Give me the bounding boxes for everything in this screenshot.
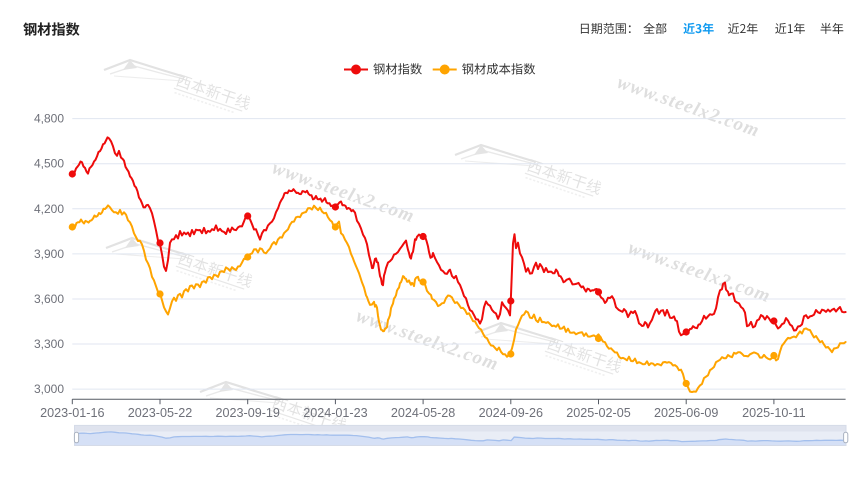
svg-text:4,800: 4,800: [34, 112, 64, 126]
svg-text:2024-05-28: 2024-05-28: [391, 406, 455, 420]
svg-text:2025-06-09: 2025-06-09: [654, 406, 718, 420]
svg-text:2024-01-23: 2024-01-23: [303, 406, 367, 420]
svg-text:2024-09-26: 2024-09-26: [479, 406, 543, 420]
svg-text:3,900: 3,900: [34, 247, 64, 261]
svg-text:2023-05-22: 2023-05-22: [128, 406, 192, 420]
svg-text:2023-09-19: 2023-09-19: [215, 406, 279, 420]
svg-text:2025-02-05: 2025-02-05: [566, 406, 630, 420]
svg-text:2025-10-11: 2025-10-11: [742, 406, 806, 420]
svg-text:4,200: 4,200: [34, 202, 64, 216]
svg-text:3,300: 3,300: [34, 337, 64, 351]
svg-text:3,000: 3,000: [34, 382, 64, 396]
svg-text:2023-01-16: 2023-01-16: [40, 406, 104, 420]
svg-text:4,500: 4,500: [34, 157, 64, 171]
svg-text:3,600: 3,600: [34, 292, 64, 306]
